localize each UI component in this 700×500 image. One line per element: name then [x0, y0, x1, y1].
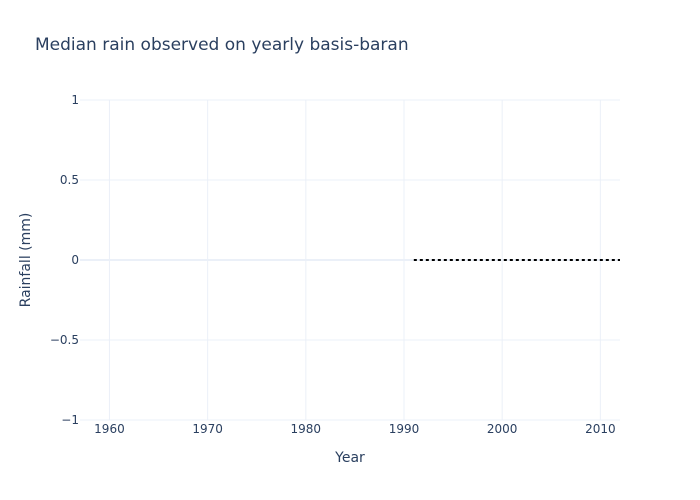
x-tick-label: 1960 [94, 422, 125, 436]
x-axis-label: Year [334, 450, 365, 466]
y-tick-label: −0.5 [50, 333, 79, 347]
y-tick-label: −1 [61, 413, 79, 427]
grid [80, 99, 620, 421]
x-tick-label: 2010 [585, 422, 616, 436]
x-tick-label: 1970 [192, 422, 223, 436]
y-tick-label: 1 [71, 93, 79, 107]
x-axis-ticks: 1960 1970 1980 1990 2000 2010 [94, 422, 615, 436]
x-tick-label: 1980 [291, 422, 322, 436]
y-tick-label: 0.5 [60, 173, 79, 187]
y-tick-label: 0 [71, 253, 79, 267]
x-tick-label: 2000 [487, 422, 518, 436]
x-tick-label: 1990 [389, 422, 420, 436]
y-axis-ticks: 1 0.5 0 −0.5 −1 [50, 93, 79, 427]
chart-title: Median rain observed on yearly basis-bar… [35, 35, 409, 55]
y-axis-label: Rainfall (mm) [18, 213, 34, 308]
